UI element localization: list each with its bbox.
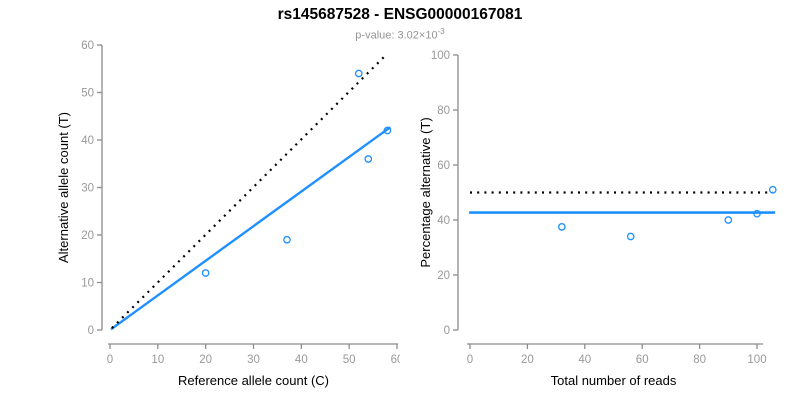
x-axis-title: Total number of reads <box>551 373 677 388</box>
y-axis-title: Alternative allele count (T) <box>56 112 71 263</box>
y-tick-label: 60 <box>437 160 450 172</box>
y-tick-label: 40 <box>81 135 94 147</box>
x-tick-label: 0 <box>107 354 113 366</box>
x-tick-label: 100 <box>747 354 766 366</box>
right-scatter-panel: 0 20 40 60 80 100 0 20 40 60 80 100 Total number of … <box>418 50 777 388</box>
data-point <box>768 185 777 194</box>
x-tick-label: 80 <box>693 354 706 366</box>
y-tick-label: 50 <box>81 88 94 100</box>
y-tick-label: 30 <box>81 183 94 195</box>
data-point <box>201 269 210 277</box>
y-tick-label: 60 <box>81 40 94 52</box>
data-point <box>626 232 635 241</box>
y-tick-label: 80 <box>437 105 450 117</box>
fit-line <box>110 126 392 331</box>
data-point <box>753 209 761 218</box>
x-axis-title: Reference allele count (C) <box>178 373 329 388</box>
figure-header: rs145687528 - ENSG00000167081 p-value: 3… <box>0 0 800 43</box>
x-tick-label: 40 <box>578 354 591 366</box>
chart-title: rs145687528 - ENSG00000167081 <box>277 6 523 23</box>
x-tick-label: 20 <box>521 354 534 366</box>
x-tick-label: 40 <box>295 354 308 366</box>
x-tick-label: 30 <box>247 354 260 366</box>
pvalue-exponent: -3 <box>437 27 445 36</box>
pvalue-text: p-value: 3.02×10 <box>355 29 438 42</box>
chart-panels: 0 10 20 30 40 50 60 0 10 20 30 40 50 60 Reference alle… <box>0 40 800 400</box>
data-point <box>383 126 392 135</box>
x-tick-label: 60 <box>636 354 649 366</box>
chart-subtitle: p-value: 3.02×10-3 <box>0 25 800 43</box>
x-tick-label: 50 <box>343 354 356 366</box>
data-point <box>354 69 363 78</box>
data-point <box>283 235 291 244</box>
left-scatter-panel: 0 10 20 30 40 50 60 0 10 20 30 40 50 60 Reference alle… <box>56 40 400 388</box>
y-tick-label: 40 <box>437 215 450 227</box>
data-point <box>724 216 733 224</box>
x-tick-label: 10 <box>151 354 164 366</box>
y-tick-label: 100 <box>431 50 450 62</box>
y-tick-label: 20 <box>81 230 94 242</box>
x-tick-label: 0 <box>467 354 473 366</box>
y-tick-label: 10 <box>81 278 94 290</box>
data-point <box>364 155 373 163</box>
x-tick-label: 20 <box>199 354 212 366</box>
y-tick-label: 0 <box>88 325 94 337</box>
x-tick-label: 60 <box>391 354 400 366</box>
data-point <box>557 223 566 231</box>
identity-line <box>111 54 387 329</box>
y-tick-label: 0 <box>444 325 450 337</box>
y-axis-title: Percentage alternative (T) <box>418 117 433 267</box>
y-tick-label: 20 <box>437 270 450 282</box>
